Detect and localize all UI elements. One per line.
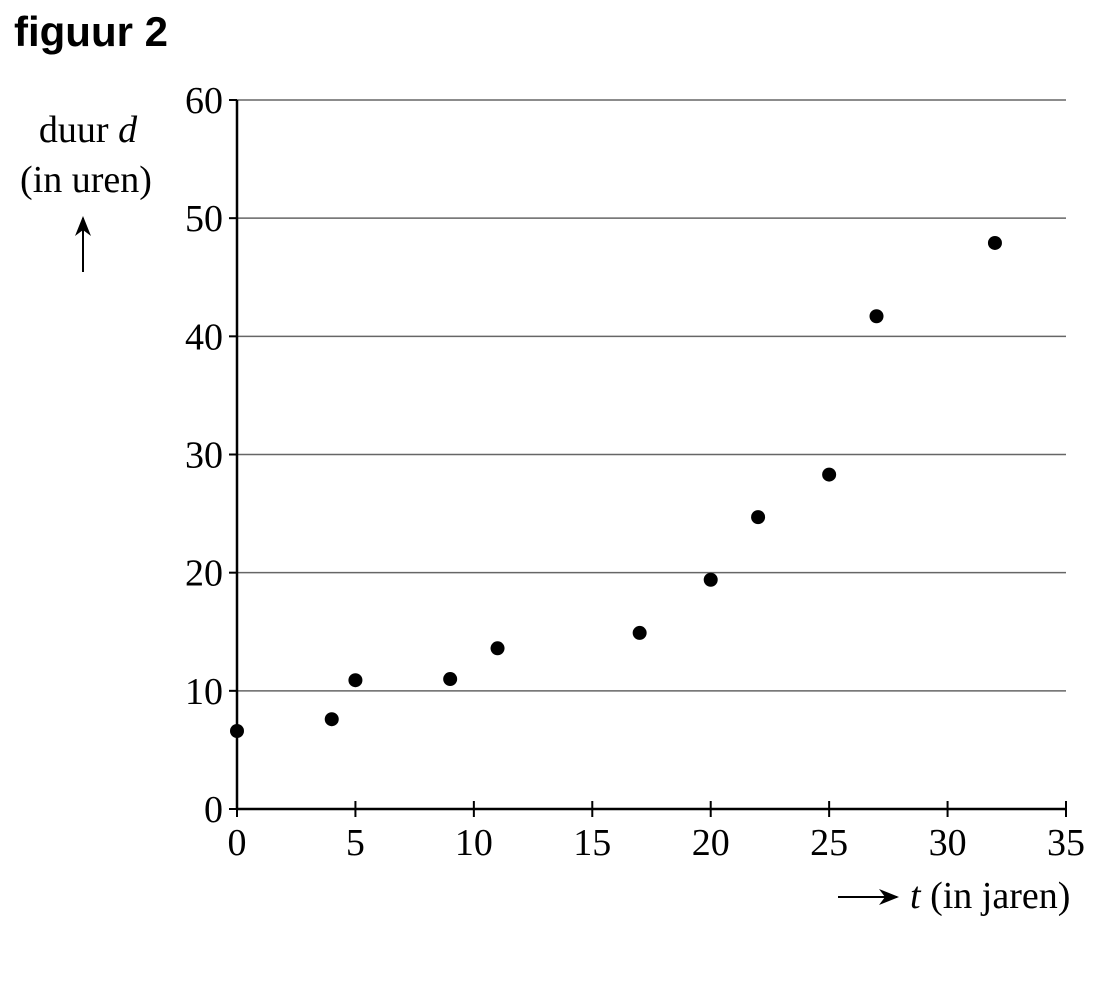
- y-tick-label: 30: [185, 435, 223, 477]
- x-tick-label: 10: [455, 822, 493, 864]
- x-tick-label: 25: [810, 822, 848, 864]
- x-tick-label: 30: [929, 822, 967, 864]
- x-tick-label: 5: [346, 822, 365, 864]
- data-point: [822, 467, 837, 482]
- data-point: [869, 309, 884, 324]
- x-label-variable: t: [910, 875, 922, 917]
- y-axis-unit: (in uren): [20, 159, 152, 201]
- data-point: [632, 625, 647, 640]
- data-point: [443, 672, 458, 687]
- data-point: [751, 510, 766, 525]
- x-label-unit: (in jaren): [930, 875, 1070, 917]
- y-label-variable: d: [118, 109, 138, 151]
- x-tick-label: 15: [573, 822, 611, 864]
- y-tick-label: 10: [185, 671, 223, 713]
- x-axis-label: t (in jaren): [910, 875, 1070, 917]
- x-tick-label: 35: [1047, 822, 1085, 864]
- chart-title: figuur 2: [14, 8, 168, 55]
- data-point: [324, 712, 339, 727]
- y-tick-label: 0: [204, 789, 223, 831]
- data-point: [490, 641, 505, 656]
- y-tick-label: 40: [185, 316, 223, 358]
- data-point: [987, 235, 1002, 250]
- data-point: [348, 673, 363, 688]
- y-label-text: duur: [39, 109, 109, 151]
- y-tick-label: 50: [185, 198, 223, 240]
- x-tick-label: 20: [692, 822, 730, 864]
- data-point: [230, 724, 244, 739]
- y-tick-label: 20: [185, 553, 223, 595]
- y-axis-label: duur d: [39, 109, 138, 151]
- x-tick-label: 0: [228, 822, 247, 864]
- y-tick-label: 60: [185, 80, 223, 122]
- data-point: [703, 572, 718, 587]
